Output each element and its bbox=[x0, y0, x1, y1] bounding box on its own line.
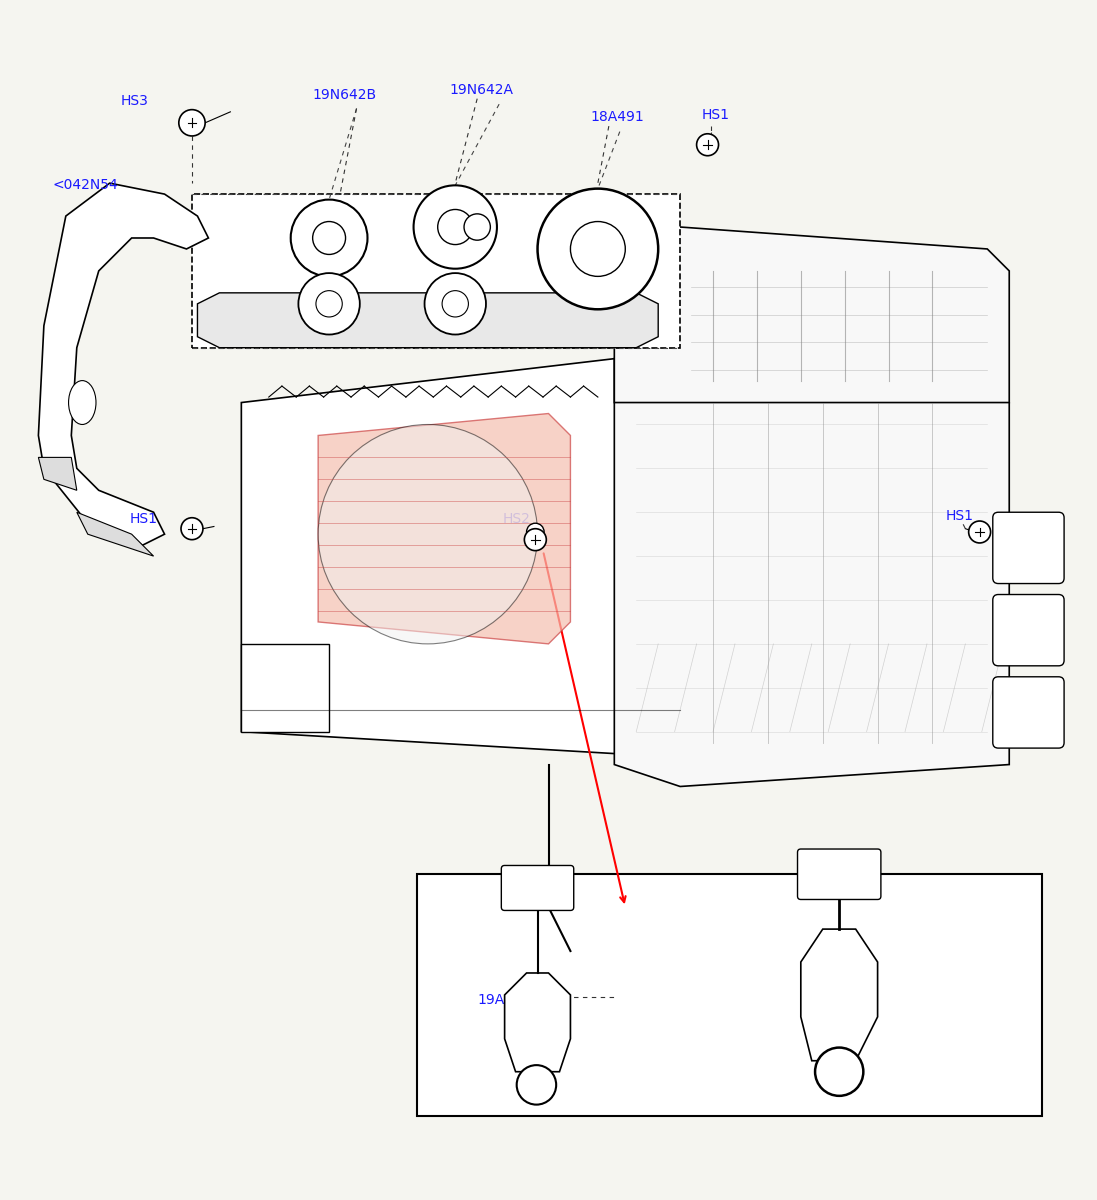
PathPatch shape bbox=[614, 359, 1009, 786]
Polygon shape bbox=[38, 457, 77, 491]
Text: 19N642A: 19N642A bbox=[450, 83, 513, 97]
Text: car parts: car parts bbox=[274, 625, 448, 662]
Text: scuderia: scuderia bbox=[384, 544, 731, 612]
Text: 18A491: 18A491 bbox=[590, 110, 644, 125]
Text: 19A699: 19A699 bbox=[477, 994, 531, 1008]
Text: HS3: HS3 bbox=[121, 94, 148, 108]
Circle shape bbox=[298, 274, 360, 335]
PathPatch shape bbox=[318, 414, 570, 644]
FancyBboxPatch shape bbox=[993, 677, 1064, 748]
FancyBboxPatch shape bbox=[993, 594, 1064, 666]
Ellipse shape bbox=[68, 380, 97, 425]
FancyBboxPatch shape bbox=[417, 875, 1042, 1116]
Bar bbox=[192, 194, 680, 348]
PathPatch shape bbox=[614, 227, 1009, 402]
Circle shape bbox=[179, 109, 205, 136]
PathPatch shape bbox=[505, 973, 570, 1072]
Circle shape bbox=[969, 521, 991, 542]
Circle shape bbox=[442, 290, 468, 317]
PathPatch shape bbox=[197, 293, 658, 348]
Text: 19N642B: 19N642B bbox=[313, 89, 376, 102]
Polygon shape bbox=[77, 512, 154, 556]
Circle shape bbox=[697, 133, 719, 156]
PathPatch shape bbox=[38, 184, 208, 545]
Text: HS1: HS1 bbox=[946, 509, 974, 522]
Circle shape bbox=[464, 214, 490, 240]
FancyBboxPatch shape bbox=[993, 512, 1064, 583]
Circle shape bbox=[524, 529, 546, 551]
Circle shape bbox=[438, 210, 473, 245]
Circle shape bbox=[313, 222, 346, 254]
PathPatch shape bbox=[241, 359, 680, 754]
Circle shape bbox=[815, 1048, 863, 1096]
Circle shape bbox=[181, 517, 203, 540]
Text: <042N54: <042N54 bbox=[53, 179, 118, 192]
Circle shape bbox=[527, 523, 544, 541]
Circle shape bbox=[570, 222, 625, 276]
Text: HS2: HS2 bbox=[502, 512, 530, 526]
Circle shape bbox=[414, 185, 497, 269]
Circle shape bbox=[517, 1066, 556, 1105]
Circle shape bbox=[316, 290, 342, 317]
Text: HS1: HS1 bbox=[129, 512, 158, 526]
Text: HS1: HS1 bbox=[702, 108, 731, 122]
Circle shape bbox=[291, 199, 367, 276]
FancyBboxPatch shape bbox=[241, 644, 329, 732]
Circle shape bbox=[538, 188, 658, 310]
PathPatch shape bbox=[801, 929, 878, 1061]
Circle shape bbox=[425, 274, 486, 335]
Circle shape bbox=[318, 425, 538, 644]
FancyBboxPatch shape bbox=[501, 865, 574, 911]
FancyBboxPatch shape bbox=[798, 850, 881, 900]
